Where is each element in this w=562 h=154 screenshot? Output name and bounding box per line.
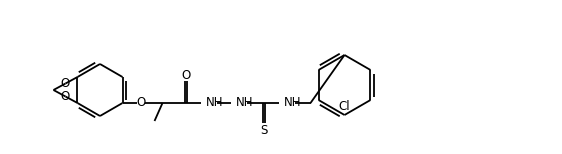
Text: O: O bbox=[61, 77, 70, 90]
Text: NH: NH bbox=[283, 97, 301, 109]
Text: S: S bbox=[260, 124, 267, 136]
Text: NH: NH bbox=[235, 97, 253, 109]
Text: NH: NH bbox=[206, 97, 223, 109]
Text: O: O bbox=[61, 90, 70, 103]
Text: O: O bbox=[136, 97, 145, 109]
Text: Cl: Cl bbox=[339, 101, 350, 113]
Text: O: O bbox=[181, 69, 190, 81]
